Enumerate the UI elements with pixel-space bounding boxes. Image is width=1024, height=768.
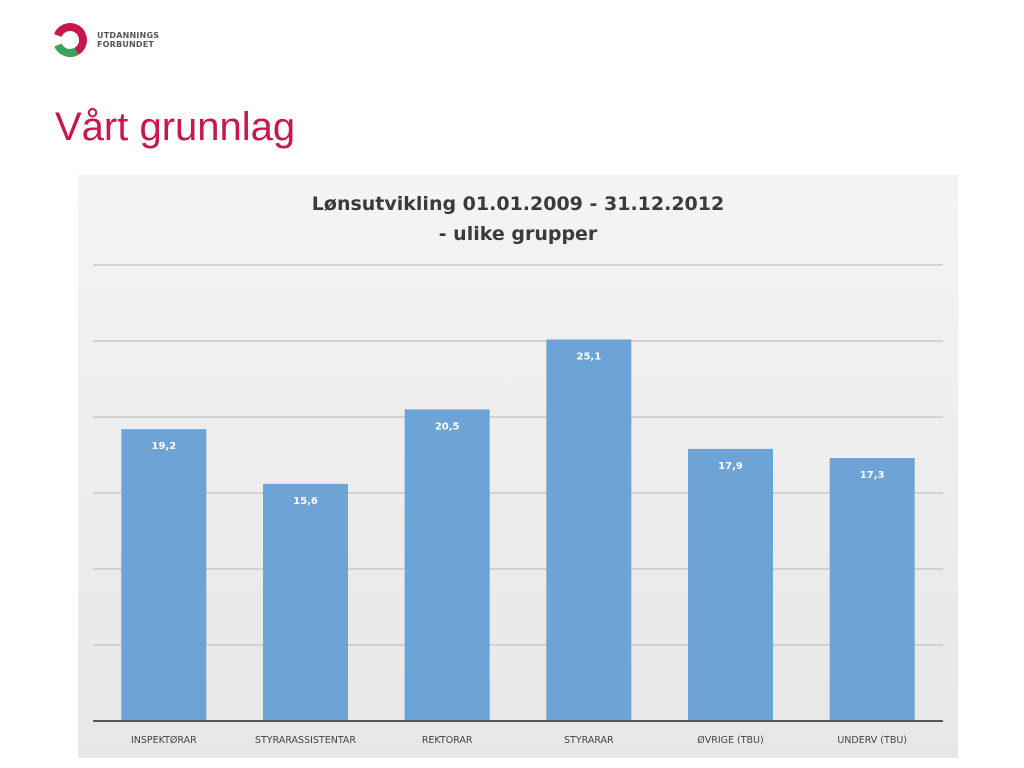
bar (829, 458, 915, 721)
x-tick-label: UNDERV (TBU) (837, 735, 907, 746)
chart-title-line-2: - ulike grupper (438, 223, 598, 245)
chart-title-line-1: Lønsutvikling 01.01.2009 - 31.12.2012 (311, 193, 725, 215)
chart-title: Lønsutvikling 01.01.2009 - 31.12.2012 - … (78, 189, 958, 249)
bar (121, 429, 207, 721)
x-tick-label: ØVRIGE (TBU) (697, 735, 763, 746)
data-label: 17,9 (718, 461, 743, 472)
x-tick-label: STYRARAR (564, 735, 614, 746)
data-label: 19,2 (151, 441, 176, 452)
data-label: 25,1 (576, 351, 601, 362)
page-title: Vårt grunnlag (55, 105, 296, 149)
bar (263, 483, 348, 721)
logo-green-arc (53, 23, 87, 57)
data-label: 20,5 (435, 421, 460, 432)
chart-panel: Lønsutvikling 01.01.2009 - 31.12.2012 - … (78, 175, 958, 758)
bar (688, 448, 773, 721)
bar (546, 339, 632, 721)
bar-chart: 19,2 INSPEKTØRAR 15,6 STYRARASSISTENTAR 20,5… (93, 264, 943, 746)
logo: UTDANNINGS FORBUNDET (50, 20, 159, 60)
logo-red-arc (53, 23, 88, 58)
x-tick-label: REKTORAR (422, 735, 473, 746)
x-tick-label: INSPEKTØRAR (131, 735, 197, 746)
logo-line-2: FORBUNDET (97, 40, 155, 49)
logo-ring-icon (53, 23, 88, 58)
x-tick-label: STYRARASSISTENTAR (255, 735, 356, 746)
data-label: 15,6 (293, 496, 318, 507)
data-label: 17,3 (860, 470, 885, 481)
logo-text: UTDANNINGS FORBUNDET (97, 31, 159, 49)
bar (404, 409, 490, 721)
logo-line-1: UTDANNINGS (97, 31, 160, 40)
